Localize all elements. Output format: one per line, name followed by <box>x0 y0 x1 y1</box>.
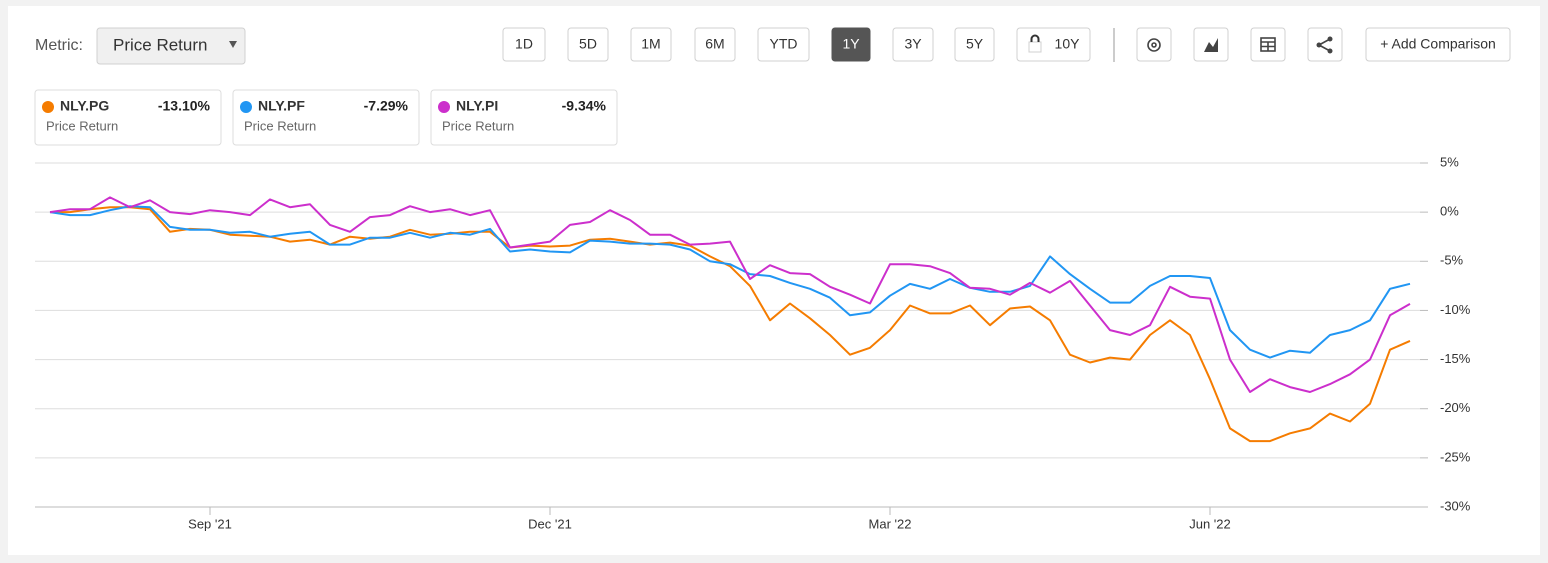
range-button-label[interactable]: 1M <box>641 36 660 52</box>
dropdown-caret[interactable] <box>229 41 237 48</box>
legend-name: NLY.PI <box>456 98 498 114</box>
range-button[interactable]: 3Y <box>892 27 934 62</box>
y-tick-label: -30% <box>1440 498 1471 513</box>
legend-change: -7.29% <box>364 98 409 114</box>
chart-type-button[interactable] <box>1193 27 1229 62</box>
range-button[interactable]: 6M <box>694 27 736 62</box>
x-tick-label: Mar '22 <box>869 516 912 531</box>
range-button-box[interactable] <box>502 27 546 62</box>
lock-icon <box>1028 41 1042 53</box>
range-button-label[interactable]: 1Y <box>842 36 860 52</box>
y-tick-label: 0% <box>1440 204 1459 219</box>
range-button-box[interactable] <box>757 27 810 62</box>
range-button-label[interactable]: 10Y <box>1055 36 1081 52</box>
range-button[interactable]: 5D <box>567 27 609 62</box>
series-line <box>49 196 1411 393</box>
range-button-label[interactable]: 6M <box>705 36 724 52</box>
y-tick-label: -15% <box>1440 351 1471 366</box>
legend-name: NLY.PG <box>60 98 109 114</box>
x-tick-label: Sep '21 <box>188 516 232 531</box>
metric-label: Metric: <box>35 37 83 54</box>
legend-metric: Price Return <box>442 118 514 133</box>
series-line <box>50 206 1411 443</box>
range-button[interactable]: 1Y <box>831 27 871 62</box>
share-button[interactable] <box>1307 27 1343 62</box>
range-button[interactable]: 10Y <box>1016 27 1091 62</box>
settings-button[interactable] <box>1136 27 1172 62</box>
legend-card-box[interactable] <box>34 89 222 146</box>
legend-card[interactable]: NLY.PI -9.34% Price Return <box>430 89 618 146</box>
x-tick-label: Dec '21 <box>528 516 572 531</box>
dropdown-box[interactable] <box>96 27 246 65</box>
dropdown-value[interactable]: Price Return <box>113 35 207 54</box>
range-button[interactable]: 1M <box>630 27 672 62</box>
range-button-box[interactable] <box>630 27 672 62</box>
range-button-label[interactable]: 1D <box>515 36 533 52</box>
y-tick-label: -5% <box>1440 253 1464 268</box>
y-tick-label: 5% <box>1440 154 1459 169</box>
range-button-box[interactable] <box>892 27 934 62</box>
legend-dot <box>438 101 450 113</box>
x-tick-label: Jun '22 <box>1189 516 1231 531</box>
range-button-label[interactable]: 3Y <box>904 36 922 52</box>
add-comparison-button[interactable]: + Add Comparison <box>1365 27 1511 62</box>
y-tick-label: -20% <box>1440 400 1471 415</box>
range-button-label[interactable]: YTD <box>770 36 798 52</box>
table-button[interactable] <box>1250 27 1286 62</box>
y-tick-label: -25% <box>1440 449 1471 464</box>
range-button[interactable]: 5Y <box>954 27 995 62</box>
range-button[interactable]: 1D <box>502 27 546 62</box>
metric-dropdown[interactable]: Price Return <box>96 27 246 65</box>
range-button-label[interactable]: 5Y <box>966 36 984 52</box>
range-button-box[interactable] <box>694 27 736 62</box>
series-line <box>49 205 1411 359</box>
range-button-box[interactable] <box>954 27 995 62</box>
add-comparison-label[interactable]: + Add Comparison <box>1380 36 1496 52</box>
legend-dot <box>240 101 252 113</box>
legend-metric: Price Return <box>244 118 316 133</box>
range-button-label[interactable]: 5D <box>579 36 597 52</box>
legend-dot <box>42 101 54 113</box>
legend-change: -9.34% <box>562 98 607 114</box>
legend-card[interactable]: NLY.PG -13.10% Price Return <box>34 89 222 146</box>
legend-name: NLY.PF <box>258 98 305 114</box>
legend-card-box[interactable] <box>430 89 618 146</box>
legend-card[interactable]: NLY.PF -7.29% Price Return <box>232 89 420 146</box>
range-button-box[interactable] <box>831 27 871 62</box>
range-button[interactable]: YTD <box>757 27 810 62</box>
range-button-box[interactable] <box>567 27 609 62</box>
y-tick-label: -10% <box>1440 302 1471 317</box>
legend-card-box[interactable] <box>232 89 420 146</box>
legend-change: -13.10% <box>158 98 211 114</box>
panel <box>8 6 1540 555</box>
legend-metric: Price Return <box>46 118 118 133</box>
lock-shackle <box>1030 34 1040 42</box>
